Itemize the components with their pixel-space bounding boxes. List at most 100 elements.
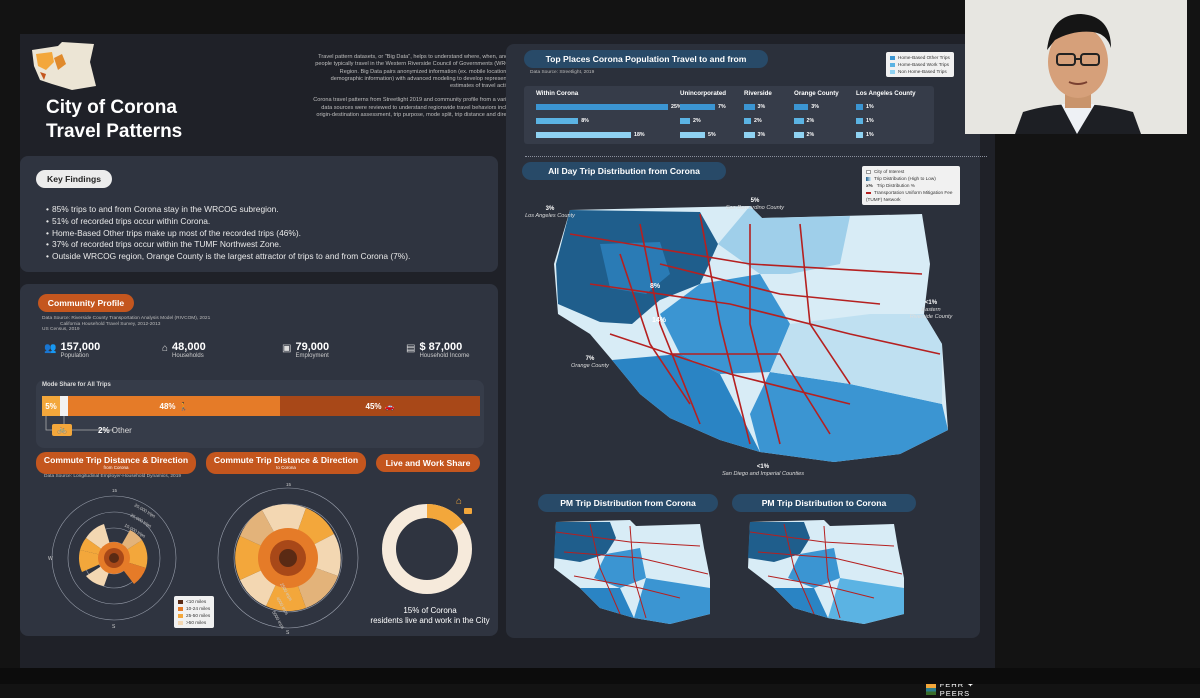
- logo-mark-icon: [926, 683, 936, 695]
- top-places-group-title: Unincorporated: [680, 90, 727, 97]
- mode-other-label: 2% Other: [98, 426, 132, 435]
- walk-icon: 🚶: [178, 401, 189, 411]
- travel-patterns-poster: City of Corona Travel Patterns Travel pa…: [20, 34, 995, 698]
- map-pct-label: 14%: [652, 317, 667, 324]
- map-pct-label: 8%: [650, 283, 661, 290]
- income-stat: ▤ $ 87,000 Household Income: [406, 341, 470, 360]
- top-places-group-title: Orange County: [794, 90, 839, 97]
- top-places-label: Top Places Corona Population Travel to a…: [524, 50, 768, 68]
- live-work-text: 15% of Corona residents live and work in…: [370, 606, 490, 625]
- top-places-bar: [856, 132, 863, 138]
- key-findings-label: Key Findings: [36, 170, 112, 188]
- top-places-value: 3%: [811, 103, 819, 110]
- top-places-value: 1%: [866, 103, 874, 110]
- briefcase-icon: ▣: [282, 343, 292, 354]
- top-places-bar: [744, 104, 755, 110]
- ring-label: 15: [112, 488, 118, 493]
- ring-label: 15: [286, 482, 292, 487]
- top-places-bar: [680, 104, 715, 110]
- top-places-bar: [744, 132, 755, 138]
- top-places-bar: [744, 118, 751, 124]
- pm-to-label: PM Trip Distribution to Corona: [732, 494, 916, 512]
- top-places-bar: [536, 132, 632, 138]
- all-day-trip-map: 8% 14%: [554, 206, 948, 462]
- mode-transit-segment: 48% 🚶: [68, 396, 280, 416]
- commute-source: Data Source: Longitudinal Employer-House…: [44, 474, 182, 479]
- top-places-value: 25%: [671, 103, 682, 110]
- mode-share-title: Mode Share for All Trips: [42, 382, 111, 388]
- pm-to-map: [748, 520, 904, 624]
- section-divider: [525, 156, 987, 157]
- bike-icon: 🚲: [52, 424, 72, 436]
- presenter-video: [965, 0, 1187, 134]
- compass-s: S: [112, 624, 116, 630]
- top-places-bar: [794, 104, 809, 110]
- screen: City of Corona Travel Patterns Travel pa…: [0, 0, 1200, 684]
- top-places-group-title: Within Corona: [536, 90, 579, 97]
- top-places-value: 8%: [581, 117, 589, 124]
- commute-distance-legend: <10 miles 10-24 miles 25-50 miles >50 mi…: [174, 596, 215, 628]
- top-places-value: 1%: [866, 131, 874, 138]
- compass-w: W: [48, 556, 53, 562]
- bottom-bar: [0, 668, 1200, 684]
- orange-county-label: 7% Orange County: [571, 356, 609, 369]
- mode-bike-segment: 5%: [42, 396, 60, 416]
- commute-to-label: Commute Trip Distance & Direction to Coro…: [206, 452, 366, 474]
- commute-to-rose-chart: 15 5000 trips 4000 trips 2500 trips S: [217, 482, 359, 636]
- finding-item: 51% of recorded trips occur within Coron…: [46, 216, 410, 228]
- finding-item: Outside WRCOG region, Orange County is t…: [46, 251, 410, 263]
- top-places-bar: [536, 104, 668, 110]
- commute-from-rose-chart: 20,000 trips 25,000 trips 10,000 trips 1…: [48, 488, 177, 630]
- intro-text: Travel pattern datasets, or "Big Data", …: [313, 54, 520, 119]
- all-day-map-label: All Day Trip Distribution from Corona: [522, 162, 726, 180]
- top-places-bar: [856, 104, 863, 110]
- community-profile-source: Data Source: Riverside County Transporta…: [42, 316, 211, 333]
- top-places-value: 18%: [634, 131, 645, 138]
- san-diego-label: <1% San Diego and Imperial Counties: [721, 464, 805, 477]
- la-county-label: 3% Los Angeles County: [525, 206, 575, 219]
- live-work-label: Live and Work Share: [376, 454, 480, 472]
- pm-from-label: PM Trip Distribution from Corona: [538, 494, 718, 512]
- top-places-group-title: Riverside: [744, 90, 772, 97]
- people-icon: 👥: [44, 343, 57, 354]
- car-icon: 🚗: [384, 401, 395, 411]
- top-places-value: 2%: [806, 131, 815, 138]
- key-findings-list: 85% trips to and from Corona stay in the…: [46, 204, 410, 263]
- east-riverside-label: <1% Eastern Riverside County: [909, 300, 953, 320]
- employment-stat: ▣ 79,000 Employment: [282, 341, 330, 360]
- region-locator-map: [32, 42, 96, 90]
- top-places-group-title: Los Angeles County: [856, 90, 916, 97]
- top-places-bar: [680, 132, 705, 138]
- sb-county-label: 5% San Bernardino County: [725, 198, 785, 211]
- top-places-value: 7%: [718, 103, 726, 110]
- top-places-value: 2%: [754, 117, 762, 124]
- finding-item: Home-Based Other trips make up most of t…: [46, 228, 410, 240]
- top-places-value: 3%: [757, 131, 766, 138]
- top-places-bar: [536, 118, 579, 124]
- house-icon: ⌂: [162, 343, 169, 354]
- population-stat: 👥 157,000 Population: [44, 341, 101, 360]
- top-places-value: 5%: [708, 131, 716, 138]
- finding-item: 85% trips to and from Corona stay in the…: [46, 204, 410, 216]
- page-title: City of Corona Travel Patterns: [46, 97, 183, 142]
- top-places-source: Data Source: Streetlight, 2019: [530, 70, 595, 75]
- top-places-bar: [680, 118, 690, 124]
- mode-car-segment: 45% 🚗: [280, 396, 480, 416]
- mode-other-segment: [60, 396, 68, 416]
- webcam-video-tile[interactable]: [965, 0, 1187, 134]
- top-places-bar: [794, 132, 804, 138]
- house-icon: ⌂: [456, 496, 463, 507]
- top-places-value: 1%: [866, 117, 874, 124]
- top-places-bar: [794, 118, 804, 124]
- top-places-legend: Home-Based Other Trips Home-Based Work T…: [886, 52, 954, 77]
- top-places-bar: [856, 118, 863, 124]
- compass-s: S: [286, 630, 290, 636]
- households-stat: ⌂ 48,000 Households: [162, 341, 206, 360]
- top-places-value: 2%: [693, 117, 701, 124]
- community-profile-label: Community Profile: [38, 294, 134, 312]
- top-places-value: 3%: [757, 103, 766, 110]
- live-work-donut: [382, 504, 472, 594]
- top-places-value: 2%: [806, 117, 815, 124]
- all-day-map-legend: City of Interest Trip Distribution (High…: [862, 166, 960, 205]
- finding-item: 37% of recorded trips occur within the T…: [46, 239, 410, 251]
